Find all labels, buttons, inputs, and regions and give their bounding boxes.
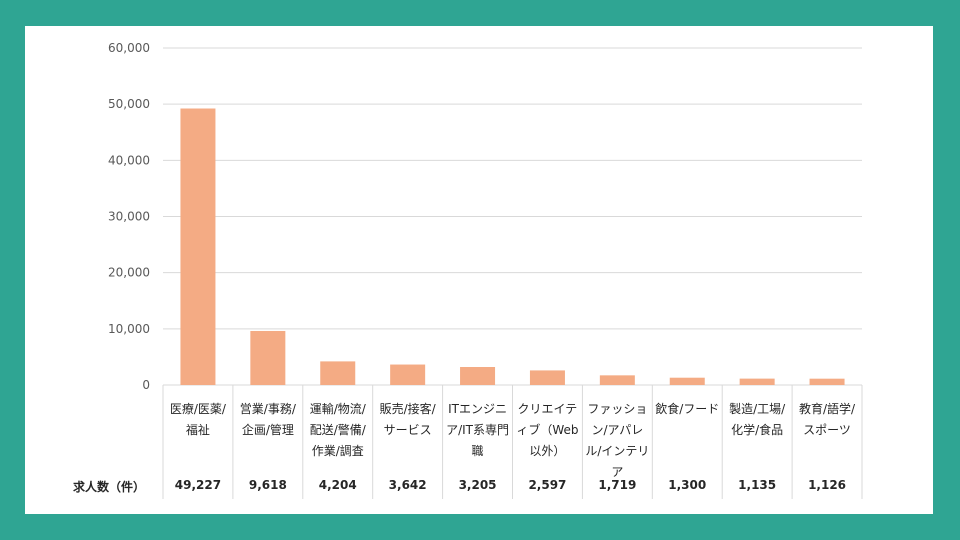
category-label: ファッション/アパレル/インテリア bbox=[585, 402, 650, 479]
table-value: 1,135 bbox=[738, 478, 777, 492]
y-tick-label: 50,000 bbox=[108, 97, 150, 111]
bar bbox=[809, 378, 845, 385]
category-label: 医療/医薬/福祉 bbox=[169, 402, 226, 437]
category-label: 営業/事務/企画/管理 bbox=[239, 402, 296, 437]
table-value: 3,642 bbox=[388, 478, 427, 492]
table-value: 1,300 bbox=[668, 478, 707, 492]
data-table-row-header: 求人数（件） bbox=[73, 480, 146, 494]
chart-card: 0 10,000 20,000 30,000 40,000 50,000 60,000 医療… bbox=[25, 26, 933, 514]
table-value: 1,719 bbox=[598, 478, 637, 492]
table-value: 4,204 bbox=[318, 478, 357, 492]
bar bbox=[320, 361, 356, 385]
category-label: 製造/工場/化学/食品 bbox=[729, 402, 786, 437]
category-label: 飲食/フード bbox=[655, 402, 720, 416]
category-label: 教育/語学/スポーツ bbox=[799, 402, 856, 437]
bar bbox=[739, 378, 775, 385]
category-label: 運輸/物流/配送/警備/作業/調査 bbox=[309, 402, 366, 458]
data-table-lines bbox=[162, 385, 863, 499]
bar bbox=[529, 370, 565, 385]
bar-chart: 0 10,000 20,000 30,000 40,000 50,000 60,000 bbox=[108, 41, 863, 499]
bar bbox=[669, 377, 705, 385]
y-tick-label: 20,000 bbox=[108, 266, 150, 280]
table-value: 9,618 bbox=[248, 478, 287, 492]
bar bbox=[390, 364, 426, 385]
y-axis: 0 10,000 20,000 30,000 40,000 50,000 60,000 bbox=[108, 41, 150, 392]
bar bbox=[250, 330, 286, 385]
y-tick-label: 0 bbox=[142, 378, 150, 392]
table-value: 3,205 bbox=[458, 478, 497, 492]
table-value: 2,597 bbox=[528, 478, 567, 492]
category-label: クリエイティブ（Web以外） bbox=[516, 402, 579, 458]
bar bbox=[180, 108, 216, 385]
table-value: 49,227 bbox=[174, 478, 222, 492]
bar bbox=[599, 375, 635, 385]
y-tick-label: 30,000 bbox=[108, 210, 150, 224]
category-label: ITエンジニア/IT系専門職 bbox=[446, 402, 509, 458]
bars bbox=[180, 108, 845, 385]
bar bbox=[460, 366, 496, 385]
table-value: 1,126 bbox=[808, 478, 847, 492]
category-label: 販売/接客/サービス bbox=[379, 402, 436, 437]
y-tick-label: 10,000 bbox=[108, 322, 150, 336]
gridlines bbox=[163, 47, 862, 386]
y-tick-label: 40,000 bbox=[108, 153, 150, 167]
y-tick-label: 60,000 bbox=[108, 41, 150, 55]
